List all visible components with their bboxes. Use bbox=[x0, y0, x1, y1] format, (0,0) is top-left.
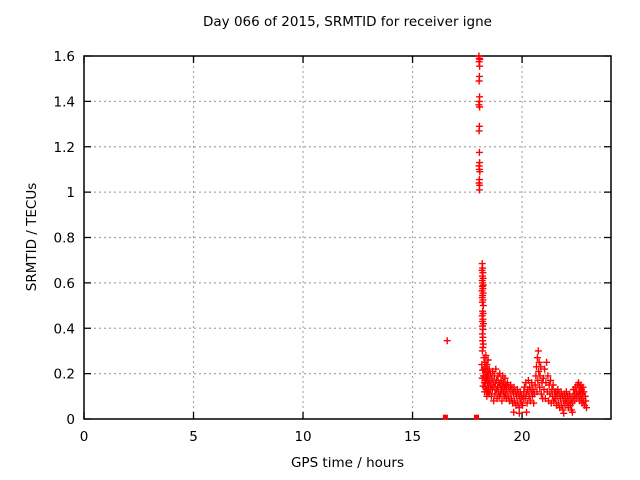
y-tick-label: 0.6 bbox=[54, 276, 75, 292]
x-tick-label: 10 bbox=[294, 429, 311, 445]
y-tick-label: 0 bbox=[66, 412, 75, 428]
axis-ticks bbox=[83, 55, 611, 420]
y-tick-label: 0.8 bbox=[54, 231, 75, 247]
x-tick-label: 15 bbox=[404, 429, 421, 445]
chart-title: Day 066 of 2015, SRMTID for receiver ign… bbox=[203, 14, 492, 30]
y-tick-label: 0.2 bbox=[54, 367, 75, 383]
x-tick-label: 20 bbox=[513, 429, 530, 445]
y-tick-label: 0.4 bbox=[54, 321, 75, 337]
square-marker-zero-flags bbox=[442, 414, 448, 420]
y-tick-label: 1.4 bbox=[54, 94, 75, 110]
square-marker-zero-flags bbox=[474, 414, 480, 420]
y-tick-label: 1.2 bbox=[54, 140, 75, 156]
y-tick-label: 1.6 bbox=[54, 49, 75, 65]
plot-border bbox=[83, 55, 612, 420]
x-axis-label: GPS time / hours bbox=[290, 455, 405, 471]
y-tick-label: 1 bbox=[66, 185, 75, 201]
x-tick-label: 5 bbox=[189, 429, 198, 445]
scatter-points-SRMTID bbox=[443, 52, 590, 417]
x-tick-label: 0 bbox=[80, 429, 89, 445]
